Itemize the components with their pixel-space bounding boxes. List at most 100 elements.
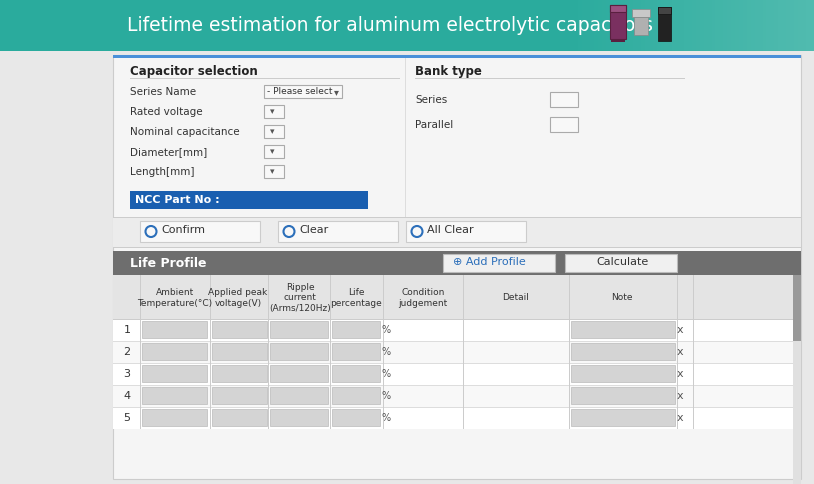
Bar bbox=[615, 0, 616, 52]
Bar bbox=[787, 0, 788, 52]
Bar bbox=[793, 0, 794, 52]
Bar bbox=[592, 0, 593, 52]
Bar bbox=[618, 0, 619, 52]
Bar bbox=[792, 0, 793, 52]
Bar bbox=[784, 0, 785, 52]
Bar bbox=[765, 0, 766, 52]
Bar bbox=[270, 409, 328, 426]
Bar bbox=[611, 0, 612, 52]
Bar bbox=[707, 0, 708, 52]
Bar bbox=[661, 0, 662, 52]
Bar bbox=[800, 0, 801, 52]
Text: Life Profile: Life Profile bbox=[130, 257, 207, 270]
Bar bbox=[643, 0, 644, 52]
Bar bbox=[576, 0, 577, 52]
Bar bbox=[740, 0, 741, 52]
Text: x: x bbox=[676, 346, 683, 356]
Bar bbox=[0, 0, 814, 52]
Bar bbox=[809, 0, 810, 52]
Bar bbox=[812, 0, 813, 52]
Bar bbox=[795, 0, 796, 52]
Text: Clear: Clear bbox=[299, 225, 328, 235]
Bar bbox=[674, 0, 675, 52]
Bar bbox=[585, 0, 586, 52]
Bar bbox=[804, 0, 805, 52]
Bar bbox=[756, 0, 757, 52]
Bar bbox=[769, 0, 770, 52]
Bar bbox=[722, 0, 723, 52]
Bar bbox=[688, 0, 689, 52]
Text: 1: 1 bbox=[124, 324, 130, 334]
Bar bbox=[619, 0, 620, 52]
Bar bbox=[790, 0, 791, 52]
Text: 5: 5 bbox=[124, 412, 130, 422]
Bar bbox=[675, 0, 676, 52]
Bar bbox=[571, 343, 675, 360]
Bar bbox=[732, 0, 733, 52]
Bar bbox=[768, 0, 769, 52]
Bar bbox=[649, 0, 650, 52]
Bar bbox=[731, 0, 732, 52]
Bar bbox=[646, 0, 647, 52]
Text: ▾: ▾ bbox=[270, 167, 274, 176]
Bar bbox=[734, 0, 735, 52]
Bar bbox=[658, 8, 671, 42]
Bar bbox=[803, 0, 804, 52]
Text: Bank type: Bank type bbox=[415, 65, 482, 78]
Bar bbox=[641, 0, 642, 52]
Bar bbox=[683, 0, 684, 52]
Bar bbox=[665, 0, 666, 52]
Bar bbox=[741, 0, 742, 52]
Bar bbox=[686, 0, 687, 52]
Bar bbox=[650, 0, 651, 52]
Bar bbox=[777, 0, 778, 52]
Bar bbox=[636, 0, 637, 52]
Bar bbox=[761, 0, 762, 52]
Bar bbox=[758, 0, 759, 52]
Bar bbox=[724, 0, 725, 52]
Bar bbox=[801, 0, 802, 52]
Bar bbox=[774, 0, 775, 52]
Bar bbox=[113, 385, 801, 386]
Text: NCC Part No :: NCC Part No : bbox=[135, 195, 220, 205]
Bar bbox=[658, 0, 659, 52]
Bar bbox=[607, 0, 608, 52]
Bar bbox=[717, 0, 718, 52]
Bar bbox=[663, 0, 664, 52]
Text: %: % bbox=[382, 390, 391, 400]
Bar bbox=[726, 0, 727, 52]
Bar bbox=[689, 0, 690, 52]
Bar bbox=[610, 6, 626, 13]
Bar bbox=[746, 0, 747, 52]
Bar bbox=[682, 0, 683, 52]
Bar bbox=[113, 252, 801, 275]
Bar bbox=[623, 0, 624, 52]
Text: 4: 4 bbox=[124, 390, 130, 400]
Bar bbox=[655, 0, 656, 52]
Bar bbox=[782, 0, 783, 52]
Bar bbox=[621, 0, 622, 52]
Bar bbox=[625, 0, 626, 52]
Bar bbox=[680, 0, 681, 52]
Bar bbox=[270, 365, 328, 382]
Text: Note: Note bbox=[611, 293, 632, 302]
Text: x: x bbox=[676, 390, 683, 400]
Bar bbox=[113, 407, 801, 429]
Bar bbox=[113, 56, 801, 479]
Bar bbox=[660, 0, 661, 52]
Text: 3: 3 bbox=[124, 368, 130, 378]
Text: %: % bbox=[382, 346, 391, 356]
Bar bbox=[645, 0, 646, 52]
Bar bbox=[719, 0, 720, 52]
Bar bbox=[793, 275, 801, 341]
Text: Capacitor selection: Capacitor selection bbox=[130, 65, 258, 78]
Bar bbox=[626, 0, 627, 52]
Bar bbox=[770, 0, 771, 52]
Bar bbox=[601, 0, 602, 52]
Bar bbox=[813, 0, 814, 52]
Bar bbox=[656, 0, 657, 52]
Bar bbox=[664, 0, 665, 52]
Bar bbox=[264, 86, 342, 99]
Bar bbox=[270, 321, 328, 338]
Bar bbox=[759, 0, 760, 52]
